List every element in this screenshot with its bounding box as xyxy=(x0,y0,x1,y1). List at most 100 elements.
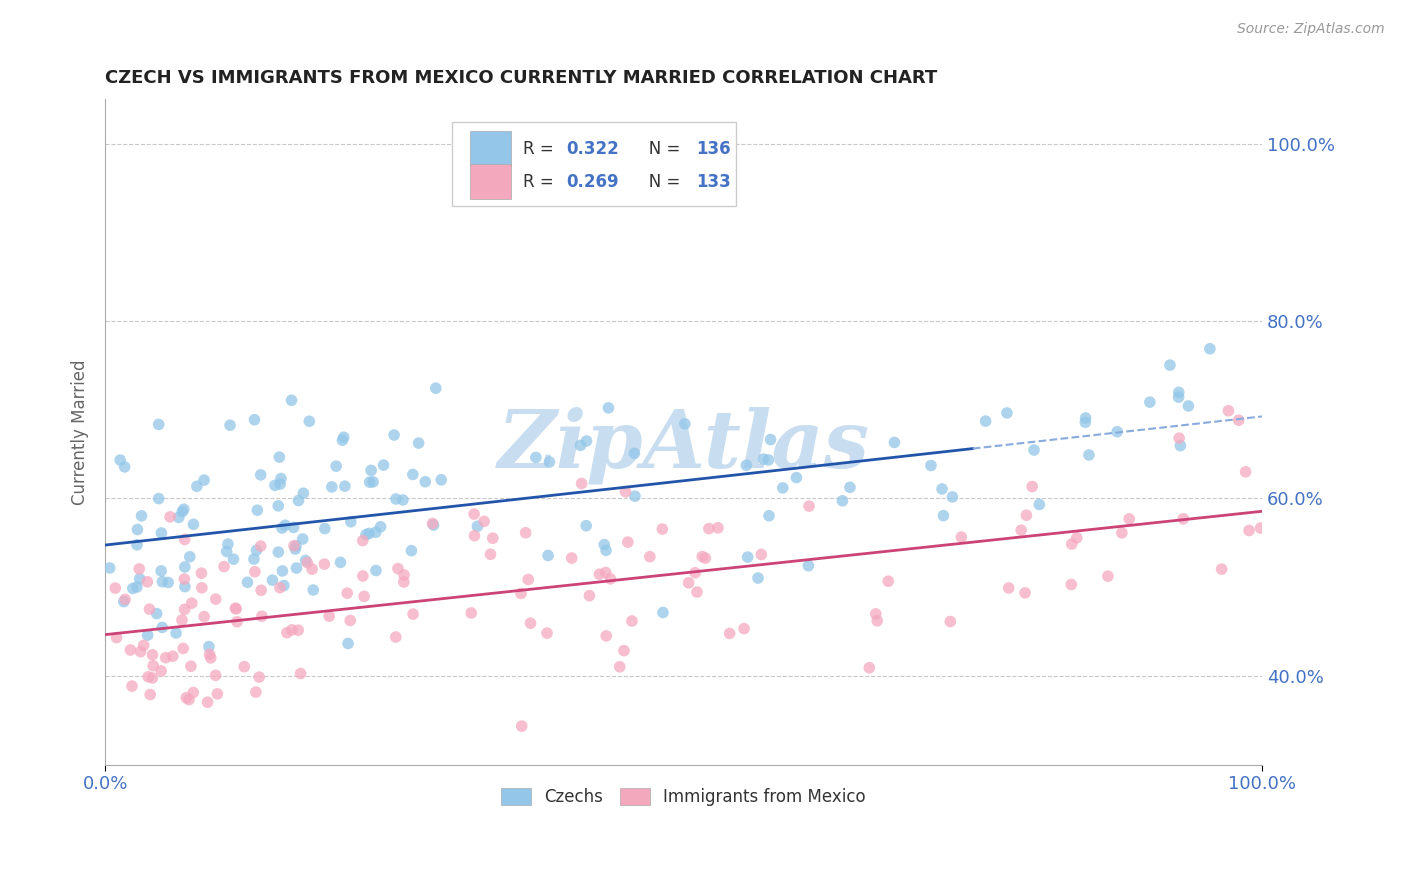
Point xyxy=(569,438,592,452)
Point xyxy=(575,518,598,533)
Point xyxy=(129,645,152,659)
Point xyxy=(1060,577,1083,591)
Point xyxy=(571,476,593,491)
Point xyxy=(733,622,755,636)
Text: 136: 136 xyxy=(696,140,731,158)
Point xyxy=(599,572,621,586)
Point xyxy=(413,475,436,489)
Point xyxy=(281,623,304,637)
Point xyxy=(233,659,256,673)
Point xyxy=(167,510,190,524)
Point xyxy=(318,609,340,624)
Text: Source: ZipAtlas.com: Source: ZipAtlas.com xyxy=(1237,22,1385,37)
Point xyxy=(280,393,302,408)
FancyBboxPatch shape xyxy=(453,122,735,206)
Point xyxy=(883,435,905,450)
Point xyxy=(575,434,598,448)
Point xyxy=(536,626,558,640)
Point xyxy=(283,520,305,534)
Point xyxy=(276,625,298,640)
Point xyxy=(193,609,215,624)
Point xyxy=(131,508,153,523)
Point xyxy=(174,580,197,594)
Point xyxy=(752,452,775,467)
Point xyxy=(941,490,963,504)
Point xyxy=(337,636,360,650)
Point xyxy=(1060,537,1083,551)
Y-axis label: Currently Married: Currently Married xyxy=(72,359,89,505)
Point xyxy=(785,470,807,484)
Point xyxy=(170,613,193,627)
Point xyxy=(373,458,395,472)
Point xyxy=(177,692,200,706)
Point xyxy=(932,508,955,523)
Point xyxy=(157,575,180,590)
Point xyxy=(758,453,780,467)
Point xyxy=(204,668,226,682)
Point xyxy=(204,592,226,607)
Point xyxy=(772,481,794,495)
Point xyxy=(141,671,163,685)
Point xyxy=(1227,413,1250,427)
Point xyxy=(678,575,700,590)
Point xyxy=(858,661,880,675)
Point xyxy=(479,547,502,561)
Point xyxy=(193,473,215,487)
Point xyxy=(463,529,485,543)
Point xyxy=(865,607,887,621)
Point xyxy=(136,574,159,589)
Point xyxy=(291,532,314,546)
Point xyxy=(613,643,636,657)
Point xyxy=(186,479,208,493)
Point xyxy=(1139,395,1161,409)
Point xyxy=(614,484,637,499)
Point xyxy=(382,428,405,442)
Point xyxy=(707,521,730,535)
Point xyxy=(384,630,406,644)
Point xyxy=(243,413,266,427)
Point xyxy=(292,486,315,500)
Point xyxy=(121,679,143,693)
Point xyxy=(179,549,201,564)
Point xyxy=(236,575,259,590)
Point xyxy=(402,607,425,621)
Point xyxy=(524,450,547,465)
Point xyxy=(364,525,387,540)
Point xyxy=(245,543,267,558)
Text: N =: N = xyxy=(633,140,685,158)
Text: CZECH VS IMMIGRANTS FROM MEXICO CURRENTLY MARRIED CORRELATION CHART: CZECH VS IMMIGRANTS FROM MEXICO CURRENTL… xyxy=(105,69,938,87)
Point xyxy=(595,566,617,580)
Point xyxy=(467,519,489,533)
Point xyxy=(735,458,758,473)
Point xyxy=(249,467,271,482)
Point xyxy=(271,521,294,535)
Point xyxy=(198,647,221,661)
Point xyxy=(219,418,242,433)
Point xyxy=(301,562,323,576)
Point xyxy=(1177,399,1199,413)
Point xyxy=(361,475,384,489)
Point xyxy=(173,560,195,574)
Point xyxy=(155,650,177,665)
Point xyxy=(1074,411,1097,425)
Point xyxy=(1118,512,1140,526)
Point xyxy=(172,641,194,656)
Point xyxy=(290,666,312,681)
Point xyxy=(360,463,382,477)
Point xyxy=(1078,448,1101,462)
Point xyxy=(460,606,482,620)
Point xyxy=(264,478,287,492)
Point xyxy=(325,459,347,474)
Point xyxy=(758,508,780,523)
Point xyxy=(1218,403,1240,417)
Point xyxy=(332,430,354,444)
Point xyxy=(537,549,560,563)
Point xyxy=(339,614,361,628)
Point xyxy=(105,631,128,645)
Point xyxy=(515,525,537,540)
Point xyxy=(797,558,820,573)
Point xyxy=(270,472,292,486)
Point xyxy=(250,609,273,624)
Point xyxy=(359,475,381,490)
Point xyxy=(1111,525,1133,540)
